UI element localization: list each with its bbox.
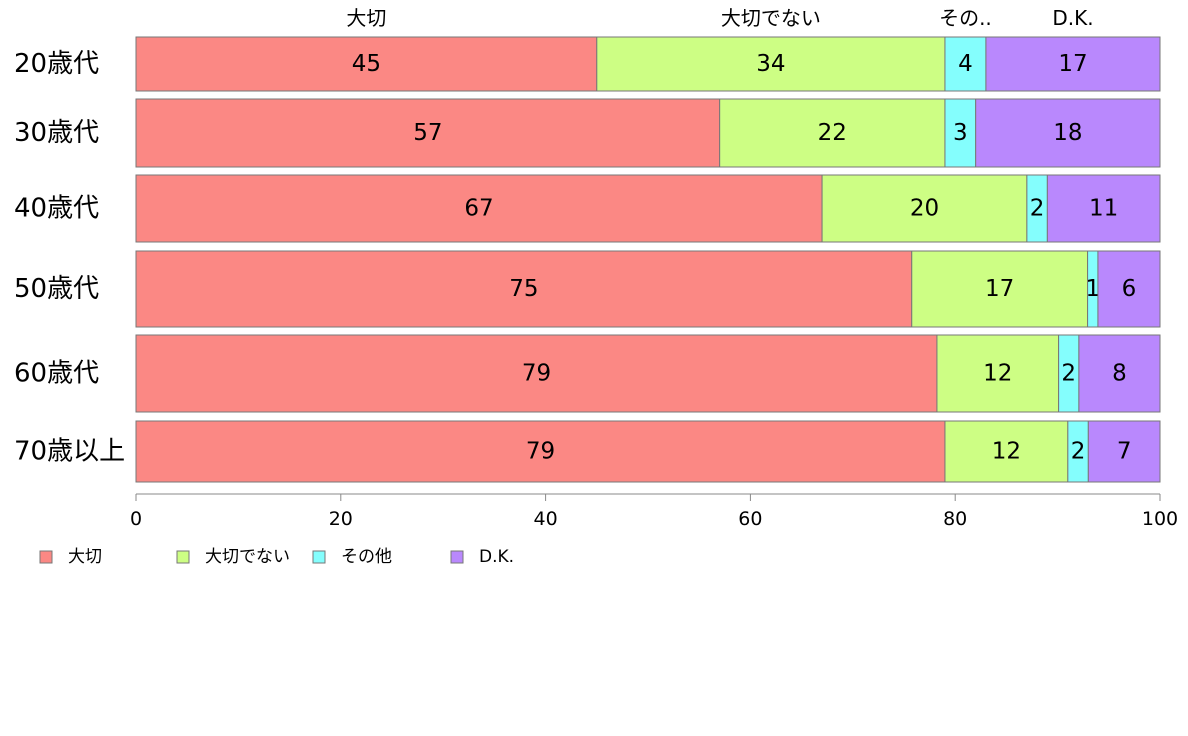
bar-value-label: 57 bbox=[413, 120, 442, 146]
x-tick-label: 20 bbox=[329, 508, 353, 530]
bar-value-label: 18 bbox=[1053, 120, 1082, 146]
legend-label: その他 bbox=[341, 547, 392, 567]
legend: 大切 大切でない その他 D.K. bbox=[39, 547, 514, 567]
x-tick-label: 100 bbox=[1142, 508, 1178, 530]
category-label: 60歳代 bbox=[14, 359, 99, 389]
bar-value-label: 67 bbox=[464, 196, 493, 222]
series-top-label: D.K. bbox=[1052, 6, 1093, 30]
category-label: 30歳代 bbox=[14, 118, 99, 148]
category-label: 20歳代 bbox=[14, 49, 99, 79]
bar-segment bbox=[975, 98, 1161, 168]
bar-segment bbox=[135, 36, 598, 92]
series-top-labels: 大切 大切でない その.. D.K. bbox=[346, 6, 1093, 30]
bar-value-label: 8 bbox=[1112, 361, 1127, 387]
bar-value-label: 2 bbox=[1030, 196, 1045, 222]
bar-value-label: 6 bbox=[1122, 276, 1137, 302]
legend-label: 大切でない bbox=[205, 547, 290, 567]
bar-value-label: 2 bbox=[1061, 361, 1076, 387]
x-tick-label: 60 bbox=[738, 508, 762, 530]
bar-value-label: 17 bbox=[1058, 51, 1087, 77]
bar-value-label: 22 bbox=[818, 120, 847, 146]
bar-segment bbox=[135, 174, 823, 243]
bar-value-label: 17 bbox=[985, 276, 1014, 302]
bar-value-label: 12 bbox=[983, 361, 1012, 387]
bar-value-label: 45 bbox=[352, 51, 381, 77]
bar-segment bbox=[1097, 250, 1161, 328]
x-tick-label: 0 bbox=[130, 508, 142, 530]
bar-segment bbox=[944, 420, 1069, 483]
bar-value-label: 1 bbox=[1085, 276, 1100, 302]
bar-value-label: 3 bbox=[953, 120, 968, 146]
bar-segment bbox=[821, 174, 1028, 243]
x-tick-label: 80 bbox=[943, 508, 967, 530]
bar-segment bbox=[135, 98, 721, 168]
x-axis: 0 20 40 60 80 100 bbox=[130, 493, 1178, 530]
legend-swatch bbox=[39, 550, 53, 564]
legend-label: 大切 bbox=[68, 547, 102, 567]
legend-label: D.K. bbox=[479, 547, 514, 567]
bar-segment bbox=[936, 334, 1060, 413]
bar-segment bbox=[1046, 174, 1161, 243]
series-top-label: その.. bbox=[939, 6, 992, 30]
series-top-label: 大切でない bbox=[721, 6, 821, 30]
bar-segment bbox=[985, 36, 1161, 92]
bar-segment bbox=[719, 98, 946, 168]
legend-swatch bbox=[176, 550, 190, 564]
legend-swatch bbox=[450, 550, 464, 564]
bar-value-label: 7 bbox=[1117, 439, 1132, 465]
category-label: 70歳以上 bbox=[14, 437, 125, 467]
bar-segment bbox=[911, 250, 1089, 328]
bar-value-label: 11 bbox=[1089, 196, 1118, 222]
bar-value-label: 79 bbox=[526, 439, 555, 465]
x-tick-label: 40 bbox=[534, 508, 558, 530]
bar-segment bbox=[944, 98, 977, 168]
bar-segment bbox=[135, 250, 913, 328]
bar-segment bbox=[1087, 420, 1161, 483]
bar-segment bbox=[135, 334, 938, 413]
bar-segment bbox=[596, 36, 946, 92]
legend-swatch bbox=[312, 550, 326, 564]
bar-value-label: 34 bbox=[756, 51, 785, 77]
bar-segment bbox=[944, 36, 987, 92]
bars: 45 34 4 17 57 22 3 18 67 20 2 11 75 17 1 6 79 12 2 8 79 12 2 7 bbox=[135, 36, 1161, 483]
bar-segment bbox=[135, 420, 946, 483]
bar-value-label: 4 bbox=[958, 51, 973, 77]
bar-value-label: 2 bbox=[1071, 439, 1086, 465]
bar-value-label: 75 bbox=[509, 276, 538, 302]
series-top-label: 大切 bbox=[346, 6, 386, 30]
bar-value-label: 12 bbox=[992, 439, 1021, 465]
bar-segment bbox=[1078, 334, 1161, 413]
bar-value-label: 79 bbox=[522, 361, 551, 387]
bar-value-label: 20 bbox=[910, 196, 939, 222]
category-labels: 20歳代 30歳代 40歳代 50歳代 60歳代 70歳以上 bbox=[14, 49, 125, 467]
category-label: 50歳代 bbox=[14, 274, 99, 304]
category-label: 40歳代 bbox=[14, 194, 99, 224]
